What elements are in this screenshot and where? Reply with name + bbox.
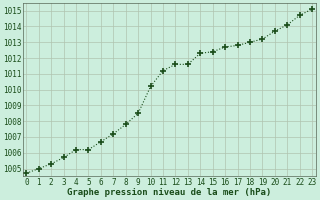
X-axis label: Graphe pression niveau de la mer (hPa): Graphe pression niveau de la mer (hPa) — [67, 188, 271, 197]
